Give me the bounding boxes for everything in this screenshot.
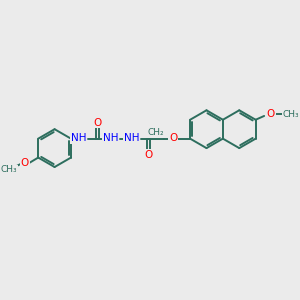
Text: NH: NH: [71, 133, 86, 143]
Text: NH: NH: [103, 133, 118, 143]
Text: O: O: [144, 150, 153, 160]
Text: CH₂: CH₂: [148, 128, 164, 137]
Text: O: O: [21, 158, 29, 168]
Text: CH₃: CH₃: [1, 165, 17, 174]
Text: O: O: [169, 133, 177, 143]
Text: NH: NH: [124, 133, 139, 143]
Text: O: O: [93, 118, 102, 128]
Text: O: O: [267, 109, 275, 119]
Text: CH₃: CH₃: [282, 110, 299, 118]
